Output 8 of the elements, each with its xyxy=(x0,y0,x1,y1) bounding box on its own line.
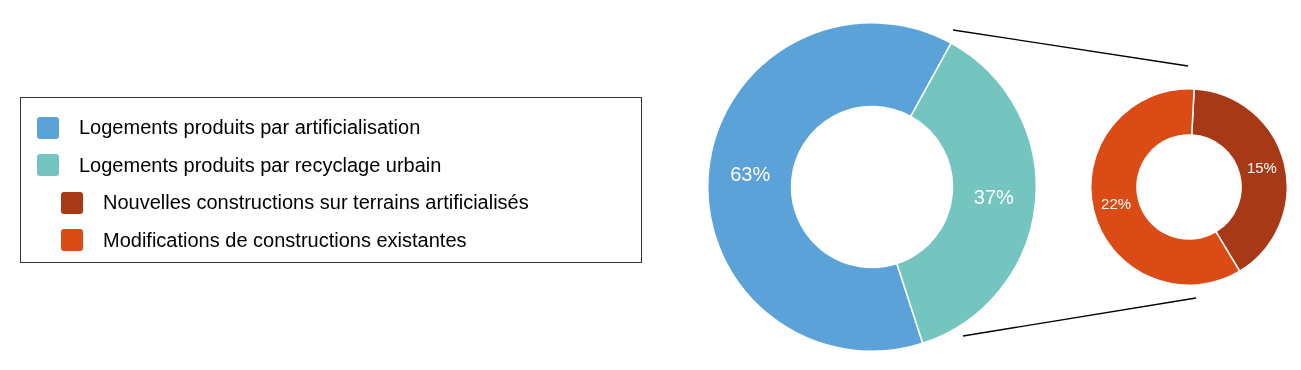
legend-label: Logements produits par artificialisation xyxy=(79,116,421,139)
data-label: 63% xyxy=(730,163,771,185)
data-label: 15% xyxy=(1246,158,1277,176)
legend-label: Modifications de constructions existantes xyxy=(103,228,467,252)
legend-label: Logements produits par recyclage urbain xyxy=(79,153,442,177)
legend-label: Nouvelles constructions sur terrains artificialisés xyxy=(103,191,529,214)
data-label: 37% xyxy=(973,186,1015,209)
data-label: 22% xyxy=(1101,195,1132,213)
